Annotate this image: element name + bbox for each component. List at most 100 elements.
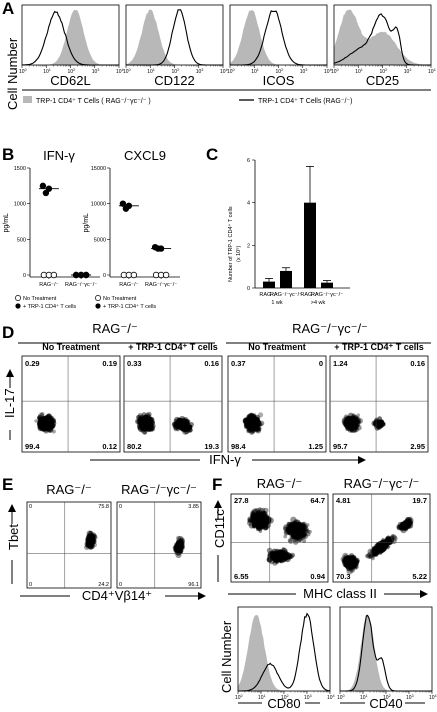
fhist-1-tick-1: 101 xyxy=(360,694,368,701)
bar-label-3: RAG⁻/⁻γc⁻/⁻ xyxy=(311,292,343,298)
f-q-lr-1: 5.22 xyxy=(412,572,427,581)
hist-0-tick-0: 100 xyxy=(19,68,27,75)
d-group-0: RAG⁻/⁻ xyxy=(92,321,138,336)
hist-1-tick-2: 102 xyxy=(172,68,180,75)
panel-b: B IFN-γ 0 500 1000 1500 pg/mL RAG⁻/⁻ RAG⁻/⁻γc⁻/⁻… xyxy=(2,145,180,310)
density-d-3: + TRP-1 CD4⁺ T cells 1.24 0.16 95.7 2.95 xyxy=(329,342,429,453)
point-1-0-1-2 xyxy=(162,271,170,279)
f-hist-ylabel: Cell Number xyxy=(219,620,234,693)
marker-label-3: CD25 xyxy=(366,73,399,88)
e-q-ul-0: 0 xyxy=(29,504,32,510)
d-q-ur-2: 0 xyxy=(319,359,323,368)
ytick-0-1500: 1500 xyxy=(14,166,26,172)
d-title-0: No Treatment xyxy=(42,342,100,352)
e-q-ll-1: 0 xyxy=(119,582,122,588)
e-title-1: RAG⁻/⁻γc⁻/⁻ xyxy=(121,482,197,497)
fhist-1-tick-0: 100 xyxy=(337,694,345,701)
point-0-1-0-0 xyxy=(39,182,47,190)
panel-c-label: C xyxy=(206,145,218,164)
d-q-ul-0: 0.29 xyxy=(25,359,40,368)
f-q-lr-0: 0.94 xyxy=(310,572,325,581)
marker-label-2: ICOS xyxy=(263,73,295,88)
histogram-cd25 xyxy=(333,4,432,66)
panel-b-label: B xyxy=(2,145,14,164)
hist-0-tick-4: 104 xyxy=(116,68,124,75)
scatter-group-0-0: RAG⁻/⁻ xyxy=(39,282,58,288)
d-q-ur-0: 0.19 xyxy=(102,359,117,368)
panel-f: F RAG⁻/⁻ 27.8 64.7 6.55 0.94 RAG⁻/⁻γc⁻/⁻ 4.81 19… xyxy=(212,475,437,711)
e-q-ul-1: 0 xyxy=(119,504,122,510)
legend-swatch-grey xyxy=(23,96,32,103)
marker-label-0: CD62L xyxy=(50,73,90,88)
legend-grey: TRP-1 CD4⁺ T Cells ( RAG⁻/⁻γc⁻/⁻ ) xyxy=(36,98,151,105)
cloud-d-2-0 xyxy=(242,412,265,435)
c-ytick-4: 4 xyxy=(247,201,250,207)
bar-1 xyxy=(280,270,292,288)
f-q-ur-0: 64.7 xyxy=(310,496,325,505)
f-marker-label-0: CD80 xyxy=(267,696,300,711)
histogram-cd80-line xyxy=(238,612,331,692)
hist-3-tick-2: 102 xyxy=(380,68,388,75)
f-title-1: RAG⁻/⁻γc⁻/⁻ xyxy=(344,476,420,491)
point-0-1-0-2 xyxy=(42,189,50,197)
scatter-legend-open-0: No Treatment xyxy=(23,296,57,302)
point-0-0-0-2 xyxy=(50,271,58,279)
cloud-d-1-1 xyxy=(171,415,194,435)
d-q-lr-1: 19.3 xyxy=(204,442,219,451)
f-title-0: RAG⁻/⁻ xyxy=(257,476,303,491)
panel-f-label: F xyxy=(212,475,222,494)
histogram-cd122 xyxy=(125,4,224,66)
d-q-ll-0: 99.4 xyxy=(25,442,40,451)
e-q-ur-0: 75.8 xyxy=(98,504,109,510)
d-q-ur-1: 0.16 xyxy=(204,359,219,368)
fhist-0-tick-0: 100 xyxy=(235,694,243,701)
time-group-0: 1 wk xyxy=(271,300,283,306)
d-q-ll-2: 98.4 xyxy=(231,442,246,451)
d-q-ul-1: 0.33 xyxy=(127,359,142,368)
hist-2-tick-4: 104 xyxy=(324,68,332,75)
panel-a-label: A xyxy=(2,0,14,18)
f-marker-label-1: CD40 xyxy=(369,696,402,711)
ytick-1-0: 0 xyxy=(103,273,106,279)
histogram-cd40-line xyxy=(340,615,432,692)
hist-2-tick-0: 100 xyxy=(227,68,235,75)
d-q-lr-0: 0.12 xyxy=(102,442,117,451)
density-e-0: RAG⁻/⁻ 0 75.8 0 24.2 xyxy=(26,482,112,589)
c-ytick-6: 6 xyxy=(247,158,250,164)
fhist-0-tick-2: 102 xyxy=(281,694,289,701)
panel-a-ylabel: Cell Number xyxy=(5,37,20,110)
cloud-d-0-0 xyxy=(34,412,57,434)
d-q-ul-2: 0.37 xyxy=(231,359,246,368)
histogram-cd25-filled xyxy=(334,9,431,66)
bar-label-2: RAG⁻/⁻ xyxy=(300,292,319,298)
fhist-1-tick-3: 103 xyxy=(406,694,414,701)
fhist-0-tick-4: 104 xyxy=(327,694,335,701)
cloud-d-1-0 xyxy=(134,411,156,435)
histogram-icos xyxy=(229,4,328,66)
histogram-cd80 xyxy=(237,606,331,692)
scatter-title-0: IFN-γ xyxy=(43,148,75,163)
cloud-e-1 xyxy=(172,535,186,559)
cloud-f-0-b xyxy=(283,516,312,545)
c-ytick-2: 2 xyxy=(247,243,250,249)
scatter-ylabel-1: pg/mL xyxy=(83,213,90,233)
legend-black: TRP-1 CD4⁺ T Cells (RAG⁻/⁻) xyxy=(258,98,352,105)
cloud-e-0 xyxy=(84,530,98,551)
point-1-0-0-2 xyxy=(130,271,138,279)
histogram-cd40-filled xyxy=(340,613,432,691)
scatter-legend-open-1: No Treatment xyxy=(103,296,137,302)
hist-2-tick-1: 101 xyxy=(251,68,259,75)
hist-2-tick-3: 103 xyxy=(300,68,308,75)
hist-1-tick-0: 100 xyxy=(123,68,131,75)
scatter-ylabel-0: pg/mL xyxy=(3,213,10,233)
c-ytick-0: 0 xyxy=(247,286,250,292)
c-ylabel: Number of TRP-1 CD4⁺ T cells xyxy=(227,206,234,282)
point-1-1-0-2 xyxy=(122,205,130,212)
panel-e-label: E xyxy=(2,475,13,494)
hist-3-tick-4: 104 xyxy=(428,68,436,75)
scatter-legend-filled-0: + TRP-1 CD4⁺ T cells xyxy=(23,303,76,310)
hist-2-tick-2: 102 xyxy=(276,68,284,75)
cloud-f-1-c xyxy=(396,516,414,534)
fhist-1-tick-2: 102 xyxy=(383,694,391,701)
